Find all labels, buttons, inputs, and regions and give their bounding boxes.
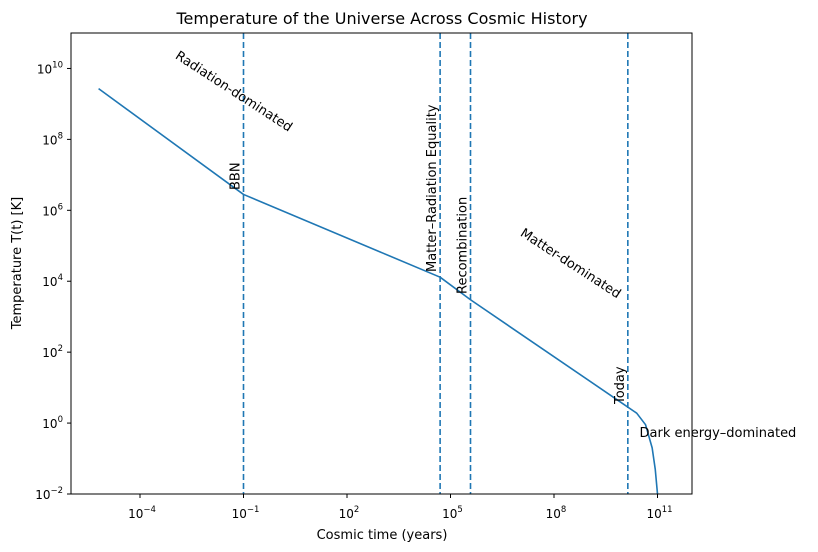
reference-line-label: BBN (229, 162, 244, 190)
x-tick-label: 10−1 (232, 505, 260, 521)
y-tick-label: 1010 (37, 60, 63, 76)
reference-line-label: Today (613, 366, 628, 405)
series-line (98, 87, 659, 495)
y-tick-label: 104 (42, 273, 63, 289)
x-tick-label: 1011 (646, 505, 672, 521)
plot-frame (70, 32, 693, 495)
y-tick-label: 10−2 (35, 486, 63, 502)
x-tick-label: 102 (339, 505, 360, 521)
chart-title: Temperature of the Universe Across Cosmi… (175, 9, 587, 28)
x-tick-label: 105 (442, 505, 463, 521)
y-axis-label: Temperature T(t) [K] (10, 197, 25, 330)
y-tick-label: 102 (42, 344, 63, 360)
y-tick-label: 100 (42, 415, 63, 431)
x-axis-label: Cosmic time (years) (317, 528, 448, 543)
reference-line-label: Recombination (456, 197, 471, 294)
y-tick-label: 106 (42, 202, 63, 218)
x-tick-label: 10−4 (128, 505, 156, 521)
reference-line-label: Matter–Radiation Equality (425, 104, 440, 272)
x-tick-label: 108 (546, 505, 567, 521)
y-tick-label: 108 (42, 131, 63, 147)
era-annotation: Dark energy–dominated (640, 426, 797, 441)
